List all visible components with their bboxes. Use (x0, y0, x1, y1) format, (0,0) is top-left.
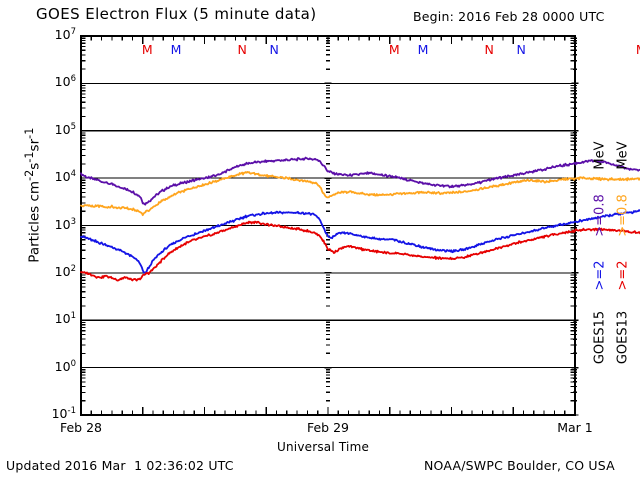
top-marker-m-0: M (141, 42, 153, 57)
y-tick-label-1e7: 107 (54, 27, 76, 43)
top-marker-m-1: M (170, 42, 182, 57)
y-tick-label-1e2: 102 (54, 263, 76, 280)
x-tick-label-feb-28: Feb 28 (59, 420, 102, 435)
top-marker-n-7: N (516, 42, 526, 57)
series-line-goes13-0-8-mev (80, 170, 640, 217)
top-marker-m-5: M (417, 42, 429, 57)
y-tick-label-1e3: 103 (54, 216, 76, 232)
page-title: GOES Electron Flux (5 minute data) (36, 5, 317, 23)
top-marker-m-4: M (388, 42, 400, 57)
series-line-goes13-2-mev (80, 220, 640, 282)
top-marker-n-3: N (269, 42, 279, 57)
top-marker-n-2: N (237, 42, 247, 57)
x-tick-label-feb-29: Feb 29 (306, 420, 349, 435)
y-tick-label-1e5: 105 (54, 121, 76, 137)
x-axis-label: Universal Time (277, 440, 370, 454)
y-tick-label-1e0: 100 (54, 358, 76, 374)
credit-label: NOAA/SWPC Boulder, CO USA (424, 458, 615, 473)
legend-satellite-goes13: GOES13 (615, 310, 631, 365)
updated-timestamp: Updated 2016 Mar 1 02:36:02 UTC (6, 458, 234, 473)
series-line-goes15-0-8-mev (80, 156, 640, 206)
series-line-goes15-2-mev (80, 209, 640, 274)
x-tick-label-mar-1: Mar 1 (557, 420, 593, 435)
top-marker-n-6: N (484, 42, 494, 57)
y-tick-label-1e6: 106 (54, 74, 76, 90)
legend-satellite-goes15: GOES15 (592, 310, 608, 365)
top-marker-m-8: M (636, 42, 640, 57)
y-axis-ticks: 107 106 105 104 103 102 101 100 10-1 (0, 0, 76, 480)
y-tick-label-1e4: 104 (54, 169, 76, 185)
y-tick-label-1e-1: 10-1 (51, 406, 76, 422)
begin-time-label: Begin: 2016 Feb 28 0000 UTC (413, 9, 605, 24)
y-tick-label-1e1: 101 (54, 311, 76, 327)
